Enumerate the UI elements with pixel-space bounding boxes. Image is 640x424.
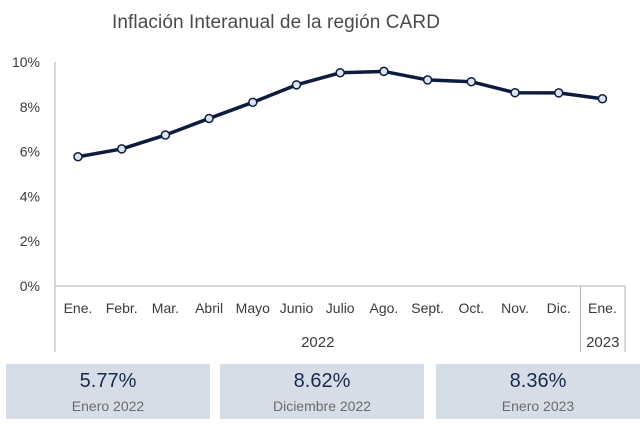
chart-axes: [54, 62, 626, 352]
stat-card-enero-2022: 5.77% Enero 2022: [6, 364, 210, 419]
data-point: [116, 144, 127, 154]
line-chart: 0% 2% 4% 6% 8% 10% 2022 2023 Ene. Febr. Mar. Abril…: [12, 54, 626, 352]
stat-value: 8.62%: [293, 370, 351, 392]
data-point: [160, 130, 171, 140]
stat-label: Diciembre 2022: [272, 398, 372, 414]
x-tick-label: Mayo: [236, 300, 270, 316]
stat-label: Enero 2022: [71, 398, 145, 414]
data-point: [597, 93, 608, 104]
series-line: [76, 69, 605, 159]
year-label: 2023: [586, 334, 619, 351]
series-layer: [73, 66, 608, 162]
stat-value: 8.36%: [509, 370, 567, 392]
x-tick-label: Febr.: [106, 300, 138, 316]
data-point: [291, 80, 302, 90]
chart-title: Inflación Interanual de la región CARD: [112, 12, 441, 33]
x-tick-label: Mar.: [152, 300, 179, 316]
x-tick-label: Julio: [326, 300, 355, 316]
x-tick-label: Oct.: [458, 300, 484, 316]
x-tick-label: Ene.: [64, 300, 93, 316]
x-tick-label: Ene.: [588, 300, 617, 316]
x-tick-label: Sept.: [411, 300, 444, 316]
stat-card-enero-2023: 8.36% Enero 2023: [436, 364, 640, 419]
x-tick-label: Abril: [195, 300, 223, 316]
x-tick-label: Nov.: [501, 300, 529, 316]
y-tick-label: 4%: [20, 188, 40, 204]
stat-label: Enero 2023: [501, 398, 575, 414]
y-tick-label: 0%: [20, 278, 40, 294]
year-label: 2022: [301, 334, 334, 351]
data-point: [510, 87, 520, 98]
data-point: [248, 97, 258, 108]
x-tick-labels: 2022 2023 Ene. Febr. Mar. Abril Mayo Junio Julio…: [64, 300, 620, 351]
y-tick-labels: 0% 2% 4% 6% 8% 10%: [12, 54, 40, 294]
y-tick-label: 2%: [20, 233, 40, 249]
x-tick-label: Junio: [280, 300, 314, 316]
stat-card-diciembre-2022: 8.62% Diciembre 2022: [220, 364, 424, 419]
data-point: [553, 88, 564, 98]
data-point: [204, 113, 214, 124]
y-tick-label: 6%: [20, 144, 40, 160]
data-point: [335, 68, 345, 78]
data-point: [466, 76, 477, 87]
x-tick-label: Ago.: [369, 300, 398, 316]
data-point: [422, 75, 433, 85]
x-tick-label: Dic.: [547, 300, 571, 316]
stat-value: 5.77%: [79, 370, 137, 392]
data-point: [379, 66, 389, 77]
data-point: [73, 152, 83, 162]
y-tick-label: 10%: [12, 54, 40, 70]
y-tick-label: 8%: [20, 99, 40, 115]
